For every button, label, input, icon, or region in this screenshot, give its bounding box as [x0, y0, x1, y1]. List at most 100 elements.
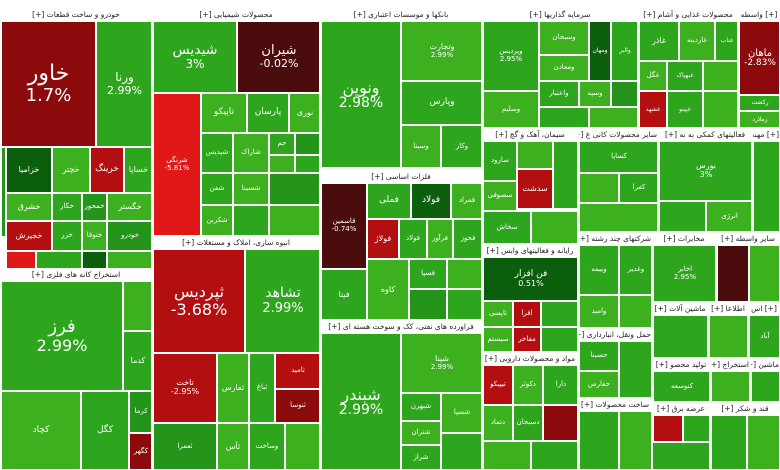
ticker-fmrad[interactable]: فمراد	[451, 183, 481, 219]
ticker-small[interactable]	[579, 173, 619, 203]
ticker-ghbehpak[interactable]: غبهپاک	[667, 61, 703, 91]
ticker-vtejarat[interactable]: وتجارت 2.99%	[401, 21, 481, 81]
ticker-vorna[interactable]: ورنا 2.99%	[96, 21, 151, 147]
ticker-vsapad[interactable]: وسپه	[579, 81, 611, 107]
ticker-shkarin[interactable]: شکربن	[201, 205, 233, 235]
ticker-small[interactable]	[543, 405, 577, 441]
sector-header-engineering[interactable]: [+] مهند	[753, 129, 779, 141]
ticker-khavar[interactable]: خاور 1.7%	[1, 21, 96, 147]
ticker-vgostar[interactable]: وغدیر	[619, 245, 651, 295]
ticker-tasr[interactable]: ثآس	[217, 423, 249, 469]
ticker-ghardin[interactable]: غاردینه	[679, 21, 715, 61]
ticker-tavan[interactable]: ثعمرا	[153, 423, 217, 469]
ticker-shsina[interactable]: شسینا	[233, 173, 269, 205]
ticker-kgohar[interactable]: کگهر	[129, 433, 151, 469]
ticker-tsakhtan[interactable]: وساخت	[249, 423, 285, 469]
ticker-shbehran[interactable]: شبهرن	[401, 393, 441, 421]
ticker-vsina[interactable]: وسینا	[401, 125, 441, 167]
ticker-small[interactable]	[683, 415, 709, 441]
ticker-kgol[interactable]: کگل	[81, 391, 129, 469]
ticker-sysm[interactable]: سیستم	[483, 327, 513, 351]
ticker-small[interactable]	[589, 107, 637, 127]
ticker-kdama[interactable]: کدما	[123, 331, 151, 391]
ticker-vprdis[interactable]: وپردیس 2.95%	[483, 21, 539, 91]
ticker-foolad[interactable]: فولاد	[411, 183, 451, 219]
ticker-fijeta[interactable]: فیتا	[321, 269, 367, 319]
ticker-folazh[interactable]: فولاژ	[367, 219, 399, 259]
ticker-vnovin[interactable]: ونوین 2.98%	[321, 21, 401, 167]
ticker-ghenab[interactable]: غناب	[715, 21, 737, 61]
ticker-small[interactable]	[295, 133, 319, 155]
ticker-shpadis[interactable]: شپدیس	[201, 133, 233, 173]
ticker-sdosht[interactable]: سدشت	[517, 169, 553, 209]
ticker-small[interactable]	[703, 91, 737, 127]
ticker-khesapa[interactable]: خساپا	[124, 147, 151, 193]
ticker-afra[interactable]: افرا	[513, 301, 541, 327]
sector-header-info[interactable]: اطلاعا [+]	[709, 303, 747, 315]
ticker-small[interactable]	[269, 173, 319, 205]
sector-header-build[interactable]: انبوه سازی، املاک و مستغلات [+]	[153, 237, 319, 249]
ticker-daran[interactable]: دارا	[543, 365, 577, 405]
ticker-shrangi[interactable]: شرنگی -5.81%	[153, 93, 201, 235]
ticker-ferez[interactable]: فرز 2.99%	[1, 281, 123, 391]
ticker-ghadir[interactable]: غاذر	[639, 21, 679, 61]
ticker-small[interactable]	[483, 441, 531, 469]
ticker-momfakher[interactable]: مفاخر	[513, 327, 541, 351]
ticker-small[interactable]	[541, 327, 577, 351]
ticker-small[interactable]	[653, 315, 707, 357]
ticker-anrzhi[interactable]: انرژی	[706, 201, 751, 231]
ticker-small[interactable]	[751, 371, 779, 401]
ticker-small[interactable]	[579, 411, 619, 469]
sector-header-sugar[interactable]: قند و شکر [+]	[711, 403, 779, 415]
ticker-jam[interactable]: جم	[269, 133, 295, 155]
sector-header-transport[interactable]: حمل ونقل، انبارداری [+]	[579, 329, 651, 341]
ticker-mahan[interactable]: ماهان -2.83%	[739, 21, 779, 95]
ticker-dsabhan[interactable]: دسبحان	[513, 405, 543, 441]
sector-header-food[interactable]: محصولات غذایی و آشام [+]	[639, 9, 737, 21]
ticker-khegostar[interactable]: خگستر	[107, 193, 151, 221]
sector-header-support[interactable]: فعالیتهای کمکی به نه [+]	[659, 129, 751, 141]
sector-header-fabricated[interactable]: ساخت محصولات [+]	[579, 399, 651, 411]
ticker-small[interactable]	[441, 433, 481, 469]
ticker-dkosar[interactable]: دکوثر	[513, 365, 543, 405]
sector-header-extraction[interactable]: استخراج [+]	[711, 359, 749, 371]
sector-header-auto[interactable]: خودرو و ساخت قطعات [+]	[1, 9, 151, 21]
ticker-small[interactable]	[447, 289, 481, 319]
sector-header-metal[interactable]: فلزات اساسی [+]	[321, 171, 481, 183]
sector-header-computer[interactable]: رایانه و فعالیتهای وابس [+]	[483, 245, 577, 257]
sector-header-power[interactable]: عرضه برق [+]	[653, 403, 709, 415]
ticker-faroor[interactable]: فرآور	[427, 219, 453, 259]
ticker-small[interactable]	[553, 141, 577, 209]
ticker-hafars[interactable]: حفارس	[579, 371, 619, 397]
ticker-shesps[interactable]: شسپا	[441, 393, 481, 433]
ticker-ghgol[interactable]: غگل	[639, 61, 667, 91]
ticker-khoshrag[interactable]: خشرق	[6, 193, 52, 221]
ticker-rakasat[interactable]: رکشت	[739, 95, 779, 111]
sector-header-machinery[interactable]: ماشین آلات [+]	[653, 303, 707, 315]
ticker-kashaya[interactable]: کساپا	[579, 141, 657, 173]
ticker-vkar[interactable]: وکار	[441, 125, 481, 167]
ticker-kaveh[interactable]: کاوه	[367, 259, 409, 319]
ticker-small[interactable]	[709, 315, 747, 357]
ticker-fooladcell[interactable]: فولاد	[399, 219, 427, 259]
ticker-noori[interactable]: نوری	[289, 93, 319, 133]
ticker-khring[interactable]: خرینگ	[90, 147, 124, 193]
ticker-tapiko[interactable]: تاپیکو	[201, 93, 247, 133]
sector-header-invest[interactable]: سرمایه گذاریها [+]	[483, 9, 637, 21]
ticker-small[interactable]	[517, 141, 553, 169]
ticker-dtmad[interactable]: دتماد	[483, 405, 513, 441]
ticker-kzar[interactable]: کرما	[129, 391, 151, 433]
ticker-vmhan[interactable]: ومهان	[589, 21, 611, 81]
ticker-fmeli[interactable]: فملی	[367, 183, 411, 219]
ticker-small[interactable]	[531, 441, 577, 469]
ticker-small[interactable]	[539, 107, 589, 127]
ticker-fanafzar[interactable]: فن افزار 0.51%	[483, 257, 577, 301]
ticker-small[interactable]	[711, 415, 747, 469]
ticker-small[interactable]	[409, 289, 447, 319]
ticker-vsalim[interactable]: وسلیم	[483, 91, 539, 127]
sector-header-drug[interactable]: مواد و محصولات دارویی [+]	[483, 353, 577, 365]
ticker-zmlard[interactable]: زملارد	[739, 111, 779, 127]
ticker-borus[interactable]: بورس 3%	[659, 141, 751, 201]
ticker-small[interactable]	[123, 281, 151, 331]
sector-header-cement[interactable]: سیمان، آهک و گچ [+]	[483, 129, 577, 141]
